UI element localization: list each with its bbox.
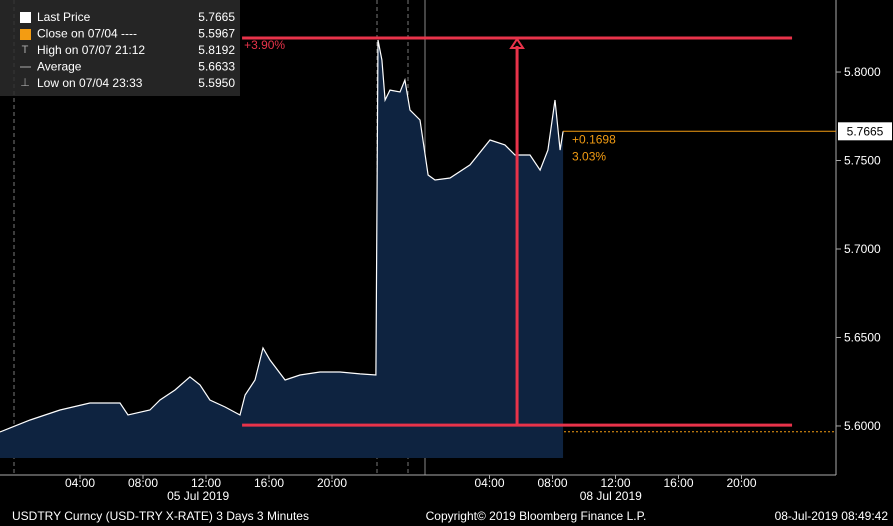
last-price-label: 5.7665 <box>847 124 884 138</box>
footer-right: 08-Jul-2019 08:49:42 <box>775 509 889 523</box>
legend-value: 5.7665 <box>198 10 235 24</box>
x-tick-label: 12:00 <box>191 476 221 490</box>
y-tick-label: 5.8000 <box>844 65 881 79</box>
footer-center: Copyright© 2019 Bloomberg Finance L.P. <box>426 509 647 523</box>
y-tick-label: 5.6000 <box>844 419 881 433</box>
x-tick-label: 04:00 <box>65 476 95 490</box>
measure-arrowhead <box>509 37 525 50</box>
x-tick-label: 08:00 <box>128 476 158 490</box>
legend-label: Close on 07/04 ---- <box>37 27 137 41</box>
legend-label: Average <box>37 60 82 74</box>
legend-label: Low on 07/04 23:33 <box>37 76 143 90</box>
x-tick-label: 12:00 <box>600 476 630 490</box>
legend-box <box>0 0 240 96</box>
legend-value: 5.8192 <box>198 43 235 57</box>
y-tick-label: 5.7000 <box>844 242 881 256</box>
change-percent: 3.03% <box>572 149 606 163</box>
footer-left: USDTRY Curncy (USD-TRY X-RATE) 3 Days 3 … <box>12 509 309 523</box>
x-tick-label: 04:00 <box>474 476 504 490</box>
legend-label: Last Price <box>37 10 91 24</box>
legend-value: 5.6633 <box>198 60 235 74</box>
date-label: 08 Jul 2019 <box>580 489 642 503</box>
legend-icon <box>20 29 31 40</box>
area <box>0 40 564 458</box>
x-tick-label: 08:00 <box>537 476 567 490</box>
date-label: 05 Jul 2019 <box>167 489 229 503</box>
x-tick-label: 16:00 <box>254 476 284 490</box>
legend-value: 5.5950 <box>198 76 235 90</box>
legend-icon: ⊥ <box>20 77 30 89</box>
legend-icon <box>20 12 31 23</box>
legend-icon: T <box>22 44 29 56</box>
x-tick-label: 16:00 <box>663 476 693 490</box>
legend-value: 5.5967 <box>198 27 235 41</box>
y-tick-label: 5.7500 <box>844 154 881 168</box>
last-price-box <box>838 122 892 141</box>
change-value: +0.1698 <box>572 132 616 146</box>
legend-label: High on 07/07 21:12 <box>37 43 145 57</box>
y-tick-label: 5.6500 <box>844 331 881 345</box>
line <box>0 39 564 433</box>
x-tick-label: 20:00 <box>317 476 347 490</box>
measure-label: +3.90% <box>244 38 285 52</box>
x-tick-label: 20:00 <box>726 476 756 490</box>
